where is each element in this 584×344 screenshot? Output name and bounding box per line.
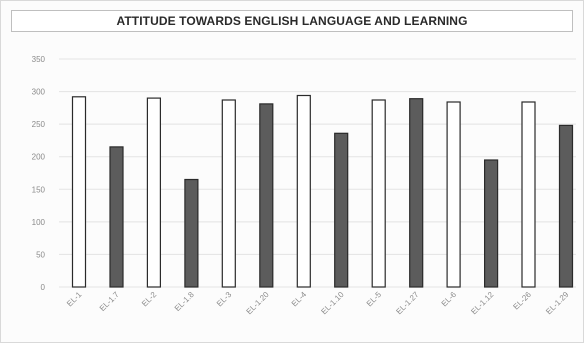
grid-lines — [59, 58, 576, 288]
y-tick-label: 300 — [32, 88, 46, 97]
y-tick-label: 250 — [32, 120, 46, 129]
x-tick-label: EL-6 — [440, 290, 459, 309]
x-tick-label: EL-1.29 — [544, 290, 571, 317]
bar — [409, 98, 424, 288]
x-tick-label: EL-3 — [215, 290, 234, 309]
bar — [371, 99, 386, 288]
bar — [259, 103, 274, 288]
x-tick-label: EL-1.7 — [98, 290, 121, 313]
x-tick-label: EL-26 — [511, 290, 533, 312]
x-axis-ticks: EL-1 EL-1.7 EL-2 EL-1.8 EL-3 EL-1.20 EL-4 EL-1.… — [65, 290, 571, 317]
x-tick-label: EL-5 — [365, 290, 384, 309]
bar — [71, 96, 87, 288]
bar — [296, 94, 311, 288]
bar — [484, 159, 499, 288]
bar — [109, 146, 124, 288]
x-tick-label: EL-1.12 — [469, 290, 496, 317]
bar — [184, 178, 199, 288]
y-tick-label: 50 — [36, 250, 45, 259]
bar — [146, 97, 161, 288]
bar — [334, 132, 349, 288]
bar — [446, 101, 461, 288]
y-tick-label: 200 — [32, 153, 46, 162]
y-tick-label: 150 — [32, 185, 46, 194]
y-tick-label: 100 — [32, 218, 46, 227]
chart-title: ATTITUDE TOWARDS ENGLISH LANGUAGE AND LE… — [116, 14, 468, 28]
bar — [221, 99, 236, 288]
chart-title-box: ATTITUDE TOWARDS ENGLISH LANGUAGE AND LE… — [11, 10, 573, 32]
x-tick-label: EL-1.10 — [319, 290, 346, 317]
x-tick-label: EL-1.27 — [394, 290, 421, 317]
y-tick-label: 0 — [41, 283, 46, 292]
x-tick-label: EL-1.8 — [173, 290, 196, 313]
x-tick-label: EL-4 — [290, 290, 309, 309]
y-tick-label: 350 — [32, 55, 46, 64]
bar — [558, 124, 574, 288]
bar — [521, 101, 536, 288]
x-tick-label: EL-2 — [140, 290, 159, 309]
x-tick-label: EL-1 — [65, 290, 84, 309]
bars — [71, 94, 574, 288]
y-axis-ticks: 0 50 100 150 200 250 300 350 — [32, 55, 46, 292]
x-tick-label: EL-1.20 — [245, 290, 272, 317]
